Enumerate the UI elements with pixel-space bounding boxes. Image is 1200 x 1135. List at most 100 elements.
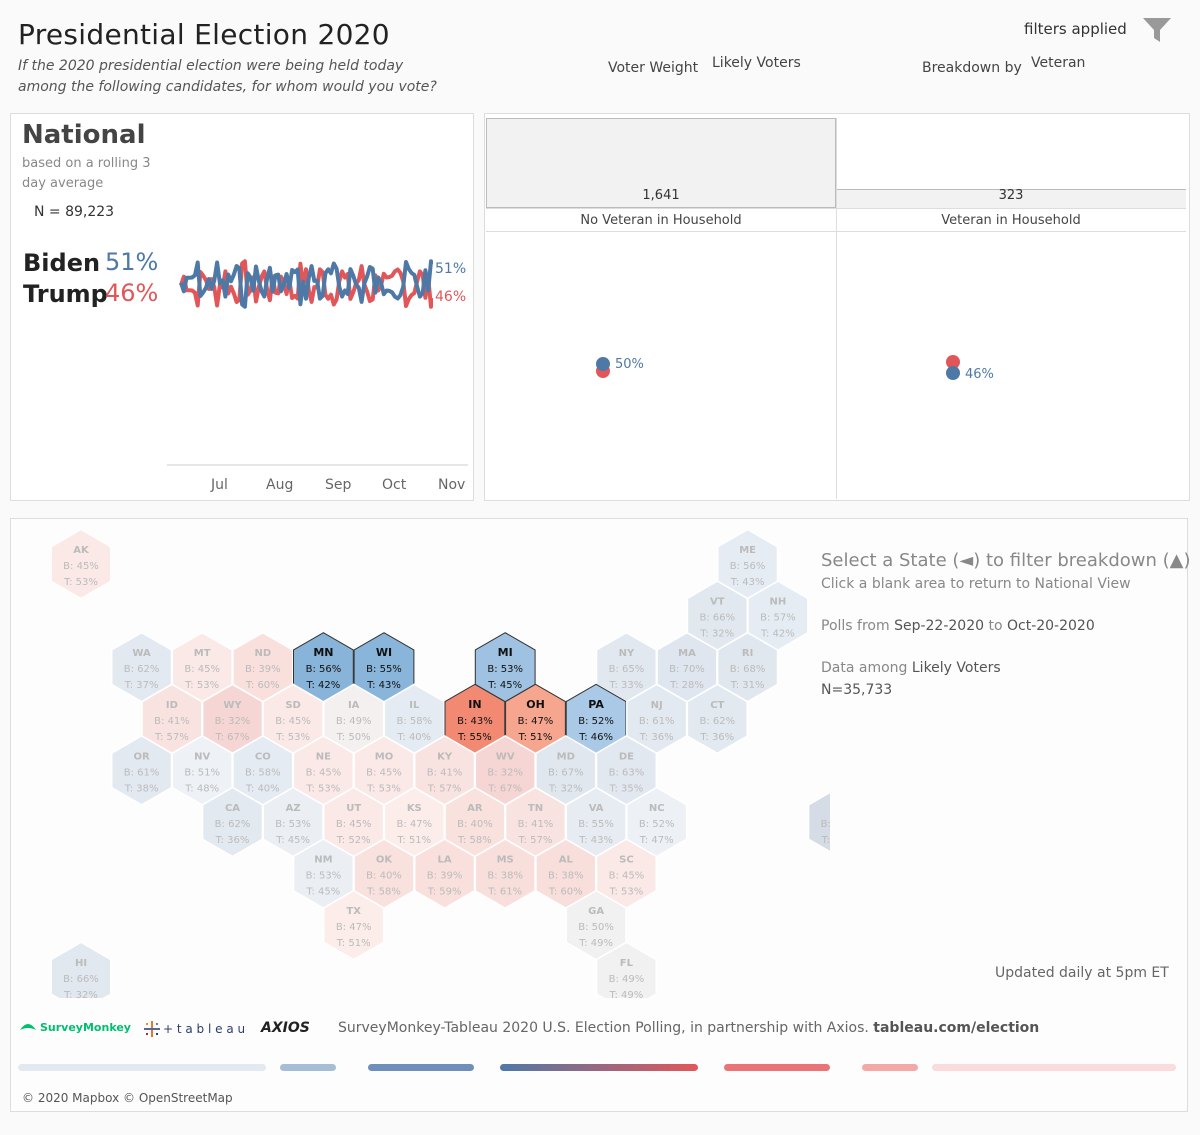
biden-dot-veteran[interactable]: [946, 366, 960, 380]
biden-end-label: 51%: [435, 261, 467, 277]
state-trump-label: T: 32%: [63, 990, 98, 998]
state-hex-fl[interactable]: FL B: 49% T: 49%: [595, 941, 658, 998]
state-hex-ny[interactable]: NY B: 65% T: 33%: [595, 631, 658, 703]
state-hex-ne[interactable]: NE B: 45% T: 53%: [292, 735, 355, 806]
select-state-instruction: Select a State (◄) to filter breakdown (…: [821, 550, 1191, 571]
state-hex-ga[interactable]: GA B: 50% T: 49%: [565, 889, 627, 961]
state-hex-mt[interactable]: MT B: 45% T: 53%: [171, 631, 233, 703]
data-among-prefix: Data among: [821, 660, 908, 676]
state-biden-label: B: 53%: [275, 819, 311, 830]
state-abbr-label: WI: [376, 646, 392, 659]
state-hex-az[interactable]: AZ B: 53% T: 45%: [262, 786, 324, 858]
state-trump-label: T: 35%: [609, 783, 644, 794]
state-trump-label: T: 32%: [548, 783, 583, 794]
axios-logo[interactable]: AXIOS: [261, 1020, 310, 1036]
trump-dot-veteran[interactable]: [946, 355, 960, 369]
state-biden-label: B: 41%: [154, 716, 190, 727]
state-hex-ms[interactable]: MS B: 38% T: 61%: [474, 838, 536, 909]
biden-name: Biden: [23, 249, 101, 277]
state-hex-ca[interactable]: CA B: 62% T: 36%: [201, 786, 264, 858]
state-trump-label: T: 51%: [396, 835, 431, 846]
state-hex-al[interactable]: AL B: 38% T: 60%: [535, 838, 597, 909]
breakdown-count-bar-veteran[interactable]: [836, 189, 1186, 208]
surveymonkey-wordmark: SurveyMonkey: [40, 1020, 131, 1034]
dot-label-veteran: 46%: [965, 367, 994, 382]
biden-pct: 51%: [105, 248, 159, 276]
state-hex-wa[interactable]: WA B: 62% T: 37%: [110, 631, 173, 703]
state-hex-ct[interactable]: CT B: 62% T: 36%: [686, 683, 748, 755]
month-label-jul: Jul: [211, 477, 228, 493]
state-hex-nv[interactable]: NV B: 51% T: 48%: [171, 735, 233, 806]
state-hex-ma[interactable]: MA B: 70% T: 28%: [656, 631, 718, 703]
state-hex-id[interactable]: ID B: 41% T: 57%: [141, 683, 203, 755]
state-hex-vt[interactable]: VT B: 66% T: 32%: [686, 580, 748, 651]
state-hex-nd[interactable]: ND B: 39% T: 60%: [232, 631, 294, 703]
tableau-logo[interactable]: + t a b l e a u: [143, 1020, 245, 1038]
state-hex-shape[interactable]: [413, 838, 476, 909]
state-hex-or[interactable]: OR B: 61% T: 38%: [110, 735, 173, 806]
state-trump-label: T: 67%: [487, 783, 522, 794]
state-trump-label: T: 33%: [609, 680, 644, 691]
state-hex-mi[interactable]: MI B: 53% T: 45%: [474, 632, 536, 703]
state-hex-tn[interactable]: TN B: 41% T: 57%: [504, 786, 567, 858]
state-hex-shape[interactable]: [50, 528, 112, 600]
state-hex-dc[interactable]: DCB: 88%T: 10%: [807, 788, 830, 857]
breakdown-label: Breakdown by: [922, 60, 1022, 76]
surveymonkey-logo[interactable]: SurveyMonkey: [18, 1020, 131, 1034]
state-hex-ak[interactable]: AK B: 45% T: 53%: [50, 528, 112, 600]
state-biden-label: B: 40%: [366, 871, 402, 882]
state-trump-label: T: 40%: [245, 783, 280, 794]
voter-weight-dropdown[interactable]: Likely Voters: [712, 55, 801, 71]
state-hex-wi[interactable]: WI B: 55% T: 43%: [353, 632, 415, 703]
state-hex-wy[interactable]: WY B: 32% T: 67%: [201, 683, 264, 755]
national-trend-chart: [167, 259, 468, 466]
state-abbr-label: WY: [223, 700, 242, 711]
state-hex-shape[interactable]: [595, 941, 658, 998]
state-hex-shape[interactable]: [474, 838, 536, 909]
state-hex-ri[interactable]: RI B: 68% T: 31%: [716, 631, 779, 703]
state-abbr-label: FL: [620, 958, 634, 969]
state-hex-nj[interactable]: NJ B: 61% T: 36%: [626, 683, 688, 755]
state-hex-ar[interactable]: AR B: 40% T: 58%: [444, 786, 506, 858]
breakdown-dropdown[interactable]: Veteran: [1031, 55, 1086, 71]
state-abbr-label: TN: [528, 803, 543, 814]
state-hex-ut[interactable]: UT B: 45% T: 52%: [323, 786, 385, 858]
state-trump-label: T: 45%: [306, 887, 341, 898]
biden-dot-no-veteran[interactable]: [596, 357, 610, 371]
state-hex-shape[interactable]: [201, 786, 264, 858]
breakdown-header-no-veteran: No Veteran in Household: [580, 213, 742, 228]
state-trump-label: T: 53%: [306, 783, 341, 794]
state-hex-shape[interactable]: [323, 889, 385, 961]
state-hex-pa[interactable]: PA B: 52% T: 46%: [565, 683, 627, 754]
month-label-aug: Aug: [266, 477, 294, 493]
state-hex-la[interactable]: LA B: 39% T: 59%: [413, 838, 476, 909]
tableau-cross-icon: [144, 1021, 160, 1037]
state-hex-me[interactable]: ME B: 56% T: 43%: [716, 528, 779, 600]
funnel-icon[interactable]: [1142, 16, 1172, 44]
state-trump-label: T: 51%: [518, 732, 553, 743]
state-hex-shape[interactable]: [110, 735, 173, 806]
state-hex-shape[interactable]: [686, 683, 748, 755]
state-hex-map[interactable]: AK B: 45% T: 53% ME B: 56% T: 43% VT B: 66% T: 3…: [10, 518, 830, 998]
breakdown-count-bar-no-veteran[interactable]: [486, 118, 836, 208]
voter-weight-label: Voter Weight: [608, 60, 699, 76]
state-biden-label: B: 39%: [427, 871, 463, 882]
state-biden-label: B: 50%: [578, 922, 614, 933]
state-hex-shape[interactable]: [50, 941, 112, 998]
state-abbr-label: NV: [194, 751, 210, 762]
state-trump-label: T: 43%: [730, 577, 765, 588]
state-hex-hi[interactable]: HI B: 66% T: 32%: [50, 941, 112, 998]
state-hex-sd[interactable]: SD B: 45% T: 53%: [262, 683, 324, 755]
state-hex-sc[interactable]: SC B: 45% T: 53%: [595, 838, 658, 909]
state-hex-ks[interactable]: KS B: 47% T: 51%: [383, 786, 445, 858]
state-biden-label: B: 47%: [336, 922, 372, 933]
state-hex-tx[interactable]: TX B: 47% T: 51%: [323, 889, 385, 961]
state-hex-il[interactable]: IL B: 58% T: 40%: [383, 683, 445, 755]
state-hex-shape[interactable]: [807, 788, 830, 857]
state-abbr-label: IA: [348, 700, 360, 711]
source-link[interactable]: tableau.com/election: [873, 1020, 1040, 1036]
state-abbr-label: OH: [526, 698, 545, 711]
state-trump-label: T: 42%: [306, 680, 341, 691]
state-trump-label: T: 43%: [578, 835, 613, 846]
polls-prefix: Polls from: [821, 618, 890, 634]
